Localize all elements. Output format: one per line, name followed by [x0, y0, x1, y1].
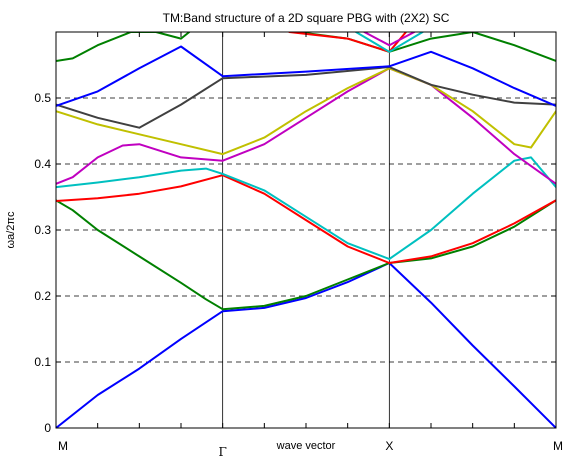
- symmetry-point-lines: [222, 32, 390, 428]
- chart-title: TM:Band structure of a 2D square PBG wit…: [163, 11, 450, 25]
- y-tick-label-3: 0.3: [34, 223, 51, 237]
- y-axis-label: ωa/2πc: [5, 211, 17, 248]
- series-line-28: [363, 32, 416, 47]
- series-line-11: [388, 156, 556, 260]
- series-line-29: [355, 32, 424, 53]
- series-line-9: [56, 167, 224, 189]
- series-line-6: [56, 174, 224, 202]
- series-line-8: [388, 199, 556, 264]
- y-tick-label-0: 0: [44, 421, 51, 435]
- series-line-3: [56, 199, 224, 311]
- series-line-24: [56, 32, 191, 62]
- x-axis-label: wave vector: [276, 440, 336, 452]
- series-line-2: [388, 262, 556, 428]
- series-line-18: [56, 77, 224, 129]
- tick-layer: [56, 32, 556, 429]
- grid-lines: [56, 97, 556, 363]
- series-line-21: [56, 45, 224, 107]
- x-tick-label-1: Γ: [219, 445, 227, 459]
- series-line-4: [221, 262, 391, 311]
- series-line-12: [56, 143, 224, 185]
- series-line-13: [221, 67, 391, 162]
- y-tick-label-2: 0.2: [34, 289, 51, 303]
- series-line-7: [221, 174, 391, 264]
- series-line-26: [388, 32, 556, 62]
- x-tick-label-3: M: [553, 439, 563, 453]
- y-tick-label-4: 0.4: [34, 157, 51, 171]
- series-line-5: [388, 199, 556, 264]
- series-line-1: [221, 262, 391, 313]
- x-tick-label-0: M: [58, 439, 68, 453]
- series-line-10: [221, 172, 391, 260]
- series-line-23: [388, 50, 556, 107]
- series-line-16: [221, 67, 391, 156]
- y-tick-labels: 0 0.1 0.2 0.3 0.4 0.5: [34, 91, 51, 435]
- series-layer: [56, 32, 556, 428]
- series-line-15: [56, 110, 224, 156]
- y-tick-label-5: 0.5: [34, 91, 51, 105]
- series-line-0: [56, 310, 224, 428]
- y-tick-label-1: 0.1: [34, 355, 51, 369]
- series-line-19: [221, 66, 391, 80]
- x-tick-label-2: X: [385, 439, 393, 453]
- series-line-22: [221, 65, 391, 78]
- series-line-20: [388, 66, 556, 106]
